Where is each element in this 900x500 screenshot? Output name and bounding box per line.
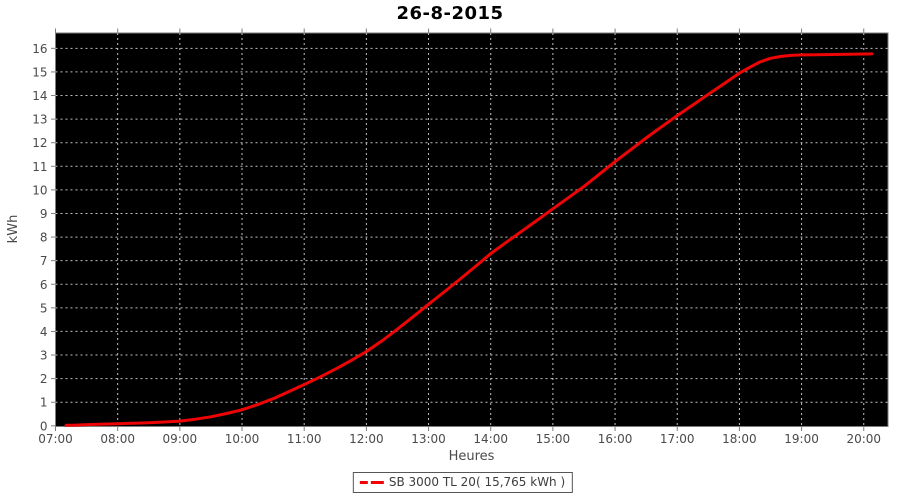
y-tick-label: 5 (40, 301, 48, 315)
x-tick-label: 08:00 (100, 432, 135, 446)
y-tick-label: 1 (40, 396, 48, 410)
x-tick-label: 11:00 (287, 432, 322, 446)
y-tick-label: 2 (40, 372, 48, 386)
x-tick-label: 16:00 (598, 432, 633, 446)
x-tick-label: 13:00 (411, 432, 446, 446)
y-tick-label: 8 (40, 231, 48, 245)
y-tick-label: 11 (32, 160, 47, 174)
y-tick-label: 13 (32, 113, 47, 127)
y-tick-label: 10 (32, 183, 47, 197)
x-tick-label: 07:00 (38, 432, 73, 446)
y-tick-label: 3 (40, 349, 48, 363)
x-tick-label: 17:00 (660, 432, 695, 446)
tick-marks (51, 28, 865, 431)
y-tick-label: 6 (40, 278, 48, 292)
x-tick-label: 09:00 (163, 432, 198, 446)
x-tick-label: 14:00 (473, 432, 508, 446)
legend-line-icon (359, 480, 384, 484)
x-tick-label: 12:00 (349, 432, 384, 446)
x-tick-label: 19:00 (784, 432, 819, 446)
y-tick-label: 0 (40, 419, 48, 433)
grid (55, 33, 888, 427)
x-tick-label: 18:00 (722, 432, 757, 446)
y-tick-label: 4 (40, 325, 48, 339)
chart-title: 26-8-2015 (396, 3, 504, 24)
y-tick-label: 7 (40, 254, 48, 268)
y-tick-label: 16 (32, 42, 47, 56)
x-tick-label: 10:00 (225, 432, 260, 446)
x-tick-labels: 07:00 08:00 09:00 10:00 11:00 12:00 13:00 14:00… (38, 432, 881, 446)
y-tick-label: 14 (32, 89, 47, 103)
x-axis-title: Heures (448, 449, 495, 464)
y-tick-label: 9 (40, 207, 48, 221)
y-axis-title: kWh (6, 214, 21, 244)
x-tick-label: 15:00 (536, 432, 571, 446)
x-tick-label: 20:00 (846, 432, 881, 446)
legend: SB 3000 TL 20( 15,765 kWh ) (352, 472, 574, 493)
y-tick-label: 15 (32, 65, 47, 79)
plot-area (55, 32, 889, 427)
series-line (64, 52, 874, 427)
legend-label: SB 3000 TL 20( 15,765 kWh ) (388, 475, 566, 489)
y-tick-label: 12 (32, 136, 47, 150)
